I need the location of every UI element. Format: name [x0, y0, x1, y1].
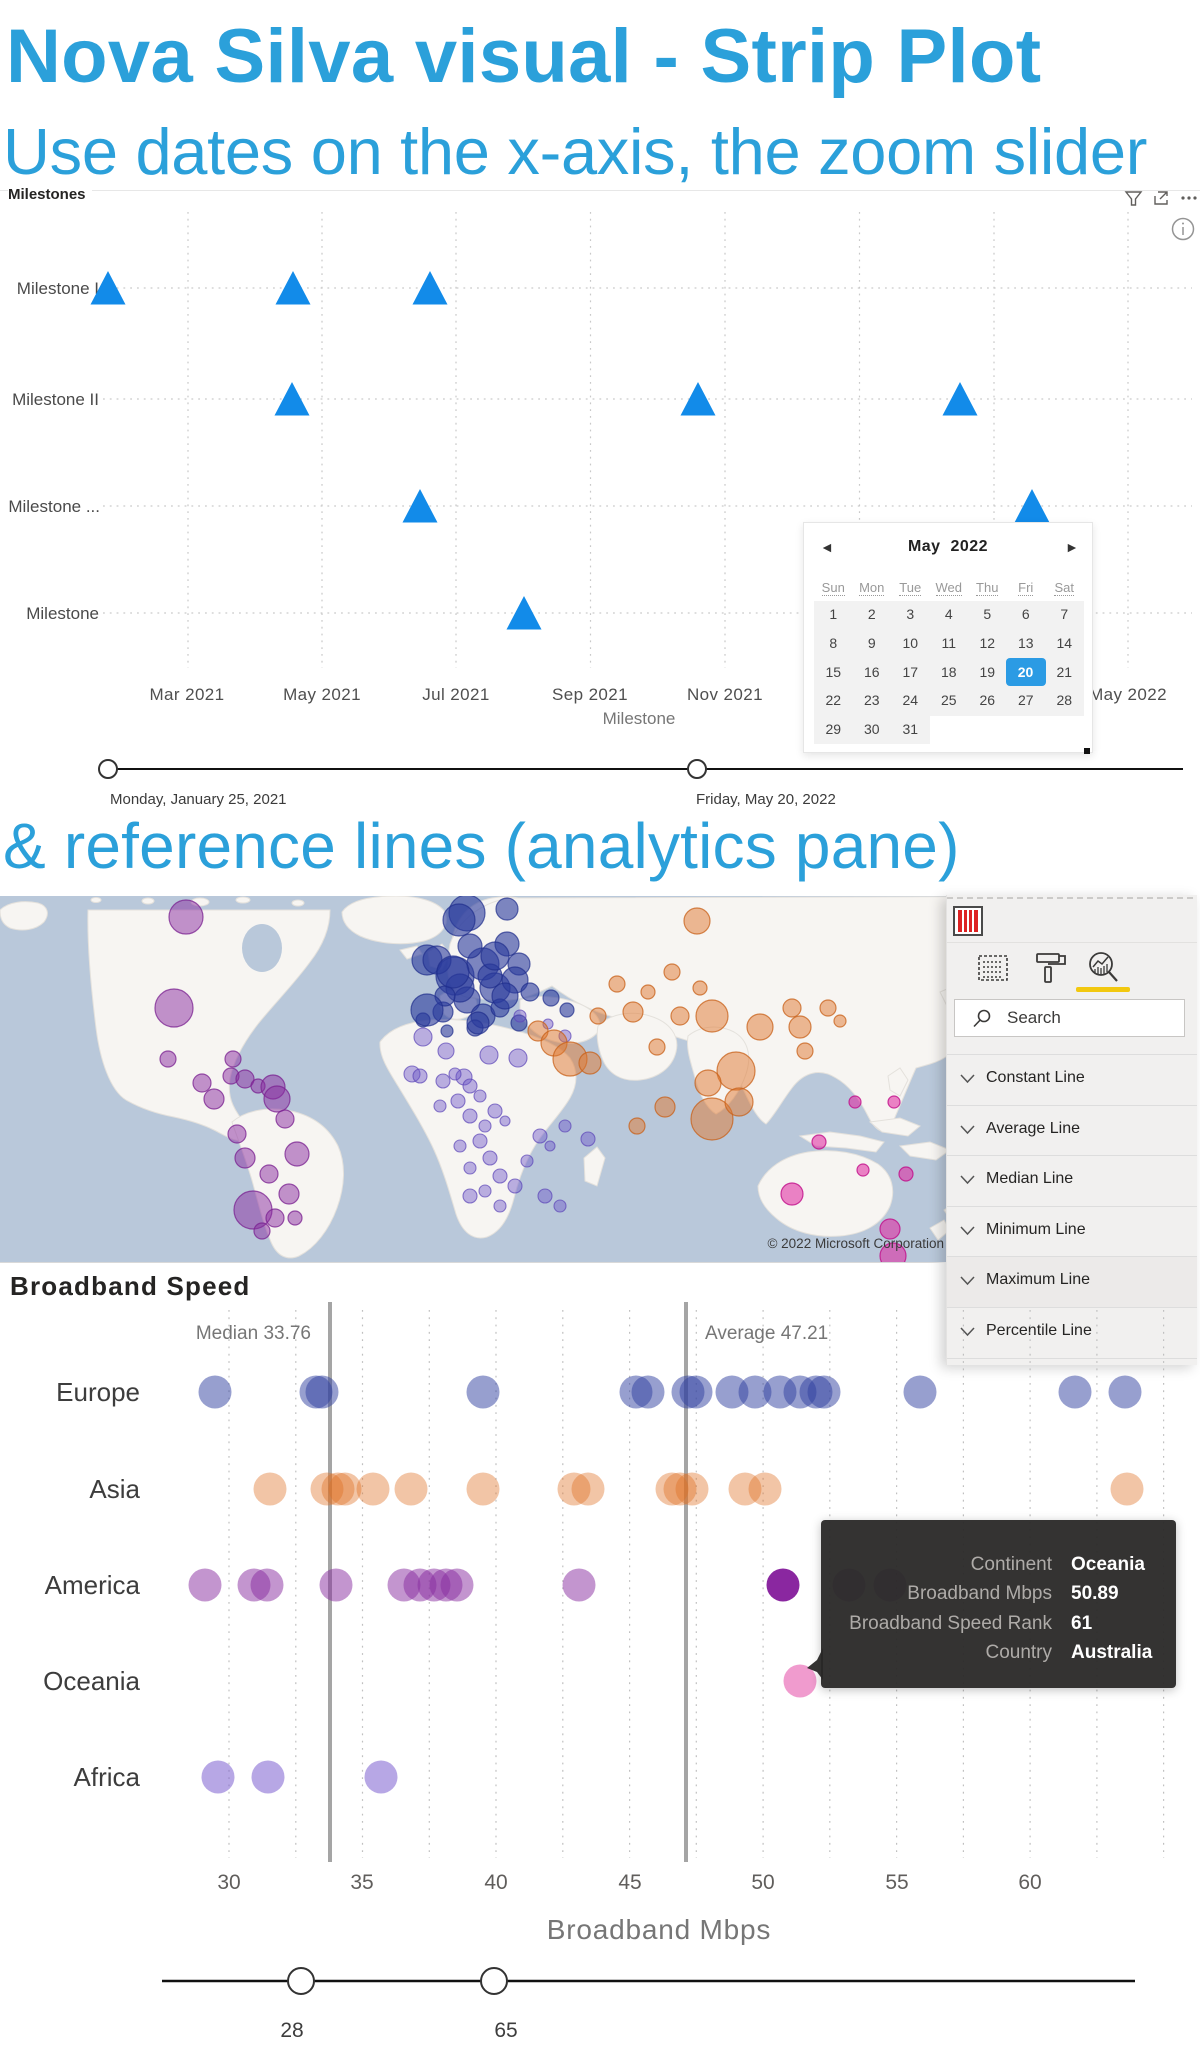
svg-text:40: 40 [484, 1871, 507, 1894]
svg-text:Europe: Europe [56, 1377, 140, 1407]
svg-text:Friday, May 20, 2022: Friday, May 20, 2022 [696, 791, 836, 808]
svg-text:60: 60 [1018, 1871, 1041, 1894]
svg-text:Africa: Africa [74, 1762, 141, 1792]
svg-text:Nov 2021: Nov 2021 [687, 685, 763, 704]
svg-text:Median 33.76: Median 33.76 [196, 1323, 311, 1344]
svg-text:© 2022 Microsoft Corporation: © 2022 Microsoft Corporation [767, 1236, 944, 1251]
svg-text:65: 65 [494, 2019, 517, 2042]
svg-text:Broadband Mbps: Broadband Mbps [547, 1914, 771, 1945]
svg-text:Jul 2021: Jul 2021 [422, 685, 489, 704]
svg-text:America: America [45, 1570, 141, 1600]
svg-text:35: 35 [350, 1871, 373, 1894]
svg-text:Milestone ...: Milestone ... [8, 497, 100, 516]
svg-text:50: 50 [751, 1871, 774, 1894]
svg-text:Asia: Asia [89, 1474, 140, 1504]
svg-text:May 2021: May 2021 [283, 685, 361, 704]
svg-text:Average 47.21: Average 47.21 [705, 1323, 828, 1344]
svg-text:Oceania: Oceania [43, 1666, 140, 1696]
svg-text:May 2022: May 2022 [1089, 685, 1167, 704]
svg-text:Sep 2021: Sep 2021 [552, 685, 628, 704]
svg-text:Monday, January 25, 2021: Monday, January 25, 2021 [110, 791, 287, 808]
svg-text:Milestone I: Milestone I [17, 279, 99, 298]
svg-text:Milestone II: Milestone II [12, 390, 99, 409]
svg-text:Milestone: Milestone [603, 709, 676, 728]
svg-text:28: 28 [280, 2019, 303, 2042]
svg-text:Mar 2021: Mar 2021 [149, 685, 224, 704]
svg-text:Milestone: Milestone [26, 604, 99, 623]
svg-text:30: 30 [217, 1871, 240, 1894]
svg-text:45: 45 [618, 1871, 641, 1894]
svg-text:55: 55 [885, 1871, 908, 1894]
